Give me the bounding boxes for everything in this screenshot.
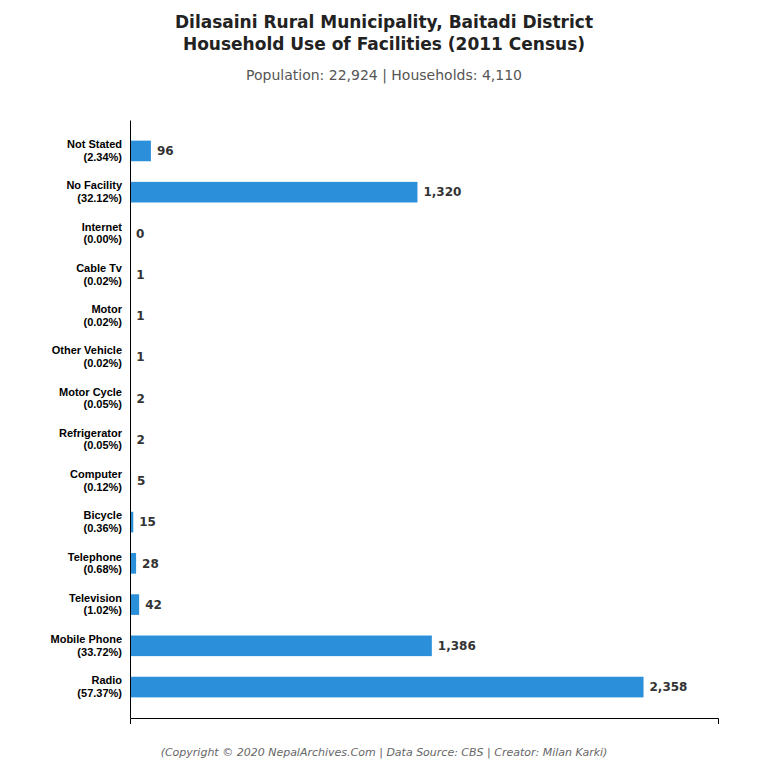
subtitle: Population: 22,924 | Households: 4,110 xyxy=(246,67,522,84)
bar xyxy=(130,636,432,657)
x-axis-line xyxy=(131,719,719,725)
y-tick-label: Not Stated(2.34%) xyxy=(67,138,122,163)
y-tick: Computer(0.12%) xyxy=(70,468,130,493)
y-tick: Radio(57.37%) xyxy=(77,674,130,699)
y-tick-label: Telephone(0.68%) xyxy=(68,551,123,576)
data-label: 1,386 xyxy=(438,639,476,653)
bar xyxy=(130,141,151,162)
bar xyxy=(130,182,417,203)
y-tick: Mobile Phone(33.72%) xyxy=(51,633,131,658)
y-tick: Cable Tv(0.02%) xyxy=(76,262,130,287)
data-label: 2 xyxy=(136,392,144,406)
data-label: 42 xyxy=(145,598,162,612)
data-label: 1 xyxy=(136,350,144,364)
y-tick-label: Bicycle(0.36%) xyxy=(83,509,122,534)
data-label: 5 xyxy=(137,474,145,488)
y-axis: Not Stated(2.34%) No Facility(32.12%) Inte… xyxy=(51,121,131,719)
y-tick-label: Motor(0.02%) xyxy=(83,303,122,328)
bars xyxy=(130,141,644,698)
y-tick-label: Radio(57.37%) xyxy=(77,674,122,699)
data-label: 2 xyxy=(136,433,144,447)
data-label: 1 xyxy=(136,309,144,323)
data-label: 1,320 xyxy=(423,185,461,199)
data-label: 1 xyxy=(136,268,144,282)
y-axis-line xyxy=(130,121,131,719)
y-tick: Bicycle(0.36%) xyxy=(83,509,130,534)
chart: Dilasaini Rural Municipality, Baitadi Di… xyxy=(0,0,768,768)
data-label: 15 xyxy=(139,515,156,529)
data-label: 96 xyxy=(157,144,174,158)
y-tick-label: Internet(0.00%) xyxy=(82,221,123,246)
data-label: 2,358 xyxy=(650,680,688,694)
y-tick-label: Refrigerator(0.05%) xyxy=(59,427,123,452)
y-tick: Television(1.02%) xyxy=(69,592,130,617)
y-tick-label: Mobile Phone(33.72%) xyxy=(51,633,123,658)
y-tick-label: Other Vehicle(0.02%) xyxy=(52,344,123,369)
y-tick: Motor(0.02%) xyxy=(83,303,130,328)
bar xyxy=(130,677,644,698)
y-tick: Motor Cycle(0.05%) xyxy=(59,386,130,411)
x-axis xyxy=(131,719,719,725)
y-tick: No Facility(32.12%) xyxy=(66,179,130,204)
y-tick: Not Stated(2.34%) xyxy=(67,138,130,163)
y-tick: Telephone(0.68%) xyxy=(68,551,130,576)
y-tick-label: No Facility(32.12%) xyxy=(66,179,123,204)
y-tick-label: Cable Tv(0.02%) xyxy=(76,262,123,287)
y-tick: Refrigerator(0.05%) xyxy=(59,427,130,452)
data-labels: 96 1,320 0 1 1 1 2 2 5 15 28 42 1,386 2,358 xyxy=(136,144,687,694)
footer: (Copyright © 2020 NepalArchives.Com | Da… xyxy=(161,746,608,759)
y-tick-label: Computer(0.12%) xyxy=(70,468,123,493)
title: Dilasaini Rural Municipality, Baitadi Di… xyxy=(175,12,593,54)
y-tick-label: Television(1.02%) xyxy=(69,592,122,617)
y-tick: Other Vehicle(0.02%) xyxy=(52,344,130,369)
y-tick: Internet(0.00%) xyxy=(82,221,130,246)
y-tick-label: Motor Cycle(0.05%) xyxy=(59,386,122,411)
data-label: 0 xyxy=(136,227,144,241)
plot: 96 1,320 0 1 1 1 2 2 5 15 28 42 1,386 2,358 Not Stated… xyxy=(51,121,719,725)
data-label: 28 xyxy=(142,557,159,571)
bar xyxy=(130,594,139,615)
